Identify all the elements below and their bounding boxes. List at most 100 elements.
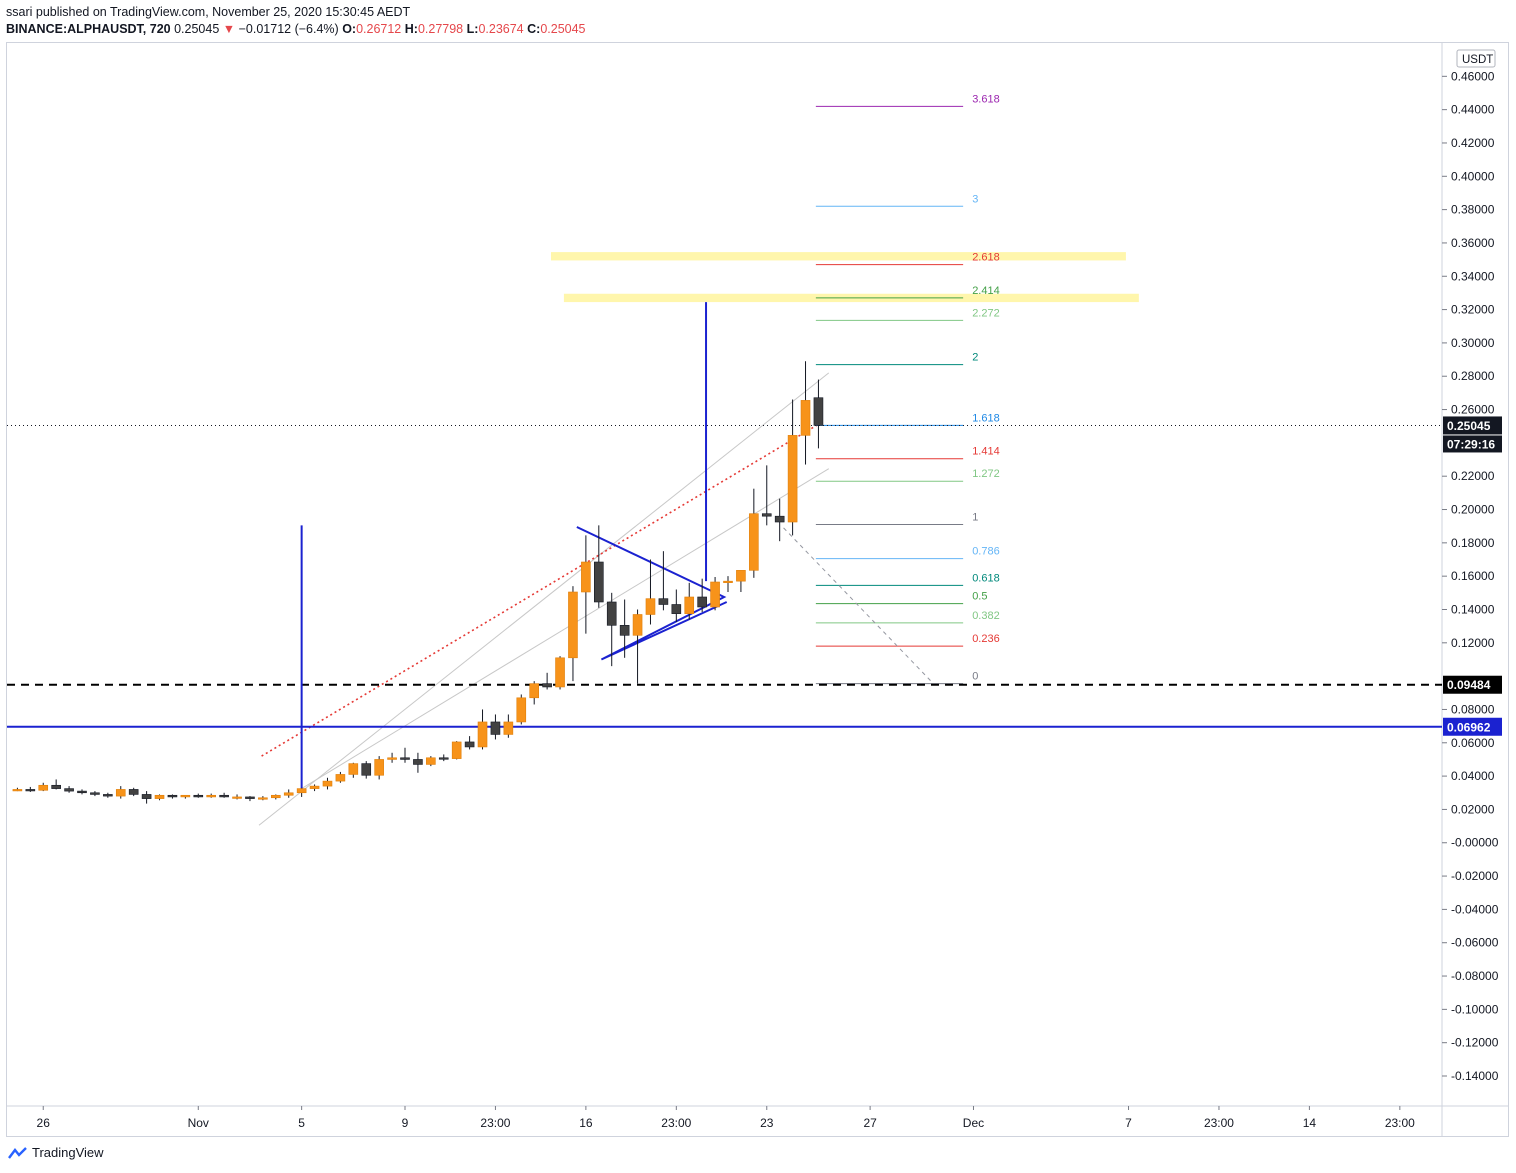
candle-body-up[interactable]	[749, 513, 759, 571]
candle-body-up[interactable]	[348, 763, 359, 775]
candle-body-down[interactable]	[245, 796, 255, 799]
candle-body-down[interactable]	[400, 757, 410, 760]
close-label: C:	[527, 22, 541, 36]
y-tick-label: 0.28000	[1451, 369, 1495, 383]
low-value: 0.23674	[478, 22, 524, 36]
candle-body-down[interactable]	[542, 683, 552, 688]
candle-body-down[interactable]	[813, 397, 824, 426]
low-label: L:	[466, 22, 479, 36]
candle-body-up[interactable]	[296, 788, 307, 794]
last-value: 0.25045	[174, 22, 220, 36]
candle-body-down[interactable]	[697, 596, 707, 608]
candle-body-up[interactable]	[787, 435, 798, 523]
candle-body-down[interactable]	[658, 598, 669, 605]
candle-body-up[interactable]	[322, 780, 333, 787]
candle-body-up[interactable]	[283, 792, 294, 796]
candle-body-up[interactable]	[12, 789, 23, 792]
candle-body-up[interactable]	[645, 598, 656, 615]
high-value: 0.27798	[417, 22, 464, 36]
candle-body-up[interactable]	[309, 785, 320, 789]
candle-body-down[interactable]	[103, 794, 113, 797]
candle-body-up[interactable]	[632, 614, 643, 636]
candle-body-up[interactable]	[451, 741, 462, 759]
candle-body-down[interactable]	[219, 794, 229, 798]
candle-body-down[interactable]	[593, 561, 604, 603]
y-tick-label: 0.06000	[1451, 736, 1495, 750]
candle-body-up[interactable]	[581, 561, 591, 593]
y-tick-label: 0.20000	[1451, 503, 1495, 517]
channel-line[interactable]	[301, 468, 830, 790]
fib-level-label: 2	[972, 352, 978, 364]
x-tick-label: 23:00	[1385, 1116, 1415, 1130]
candle-body-up[interactable]	[38, 784, 49, 791]
candle-body-down[interactable]	[167, 794, 178, 798]
x-tick-label: 23	[760, 1116, 774, 1130]
candle-body-up[interactable]	[374, 759, 384, 776]
candle-body-down[interactable]	[90, 792, 100, 795]
candle-body-down[interactable]	[128, 789, 139, 795]
candle-body-down[interactable]	[761, 513, 772, 517]
candle-body-up[interactable]	[258, 797, 268, 800]
brand-name[interactable]: TradingView	[32, 1145, 104, 1160]
candle-body-up[interactable]	[800, 400, 811, 436]
currency-badge[interactable]	[1456, 49, 1496, 68]
candle-body-up[interactable]	[154, 794, 165, 799]
candle-body-up[interactable]	[555, 657, 565, 688]
fib-level-label: 1.414	[972, 446, 1000, 458]
candle-body-up[interactable]	[335, 774, 346, 782]
y-tick-label: 0.08000	[1451, 702, 1495, 716]
candle-body-down[interactable]	[193, 794, 204, 798]
candle-body-down[interactable]	[438, 757, 449, 760]
y-tick-label: -0.02000	[1451, 869, 1499, 883]
candle-body-down[interactable]	[361, 763, 372, 776]
candle-body-down[interactable]	[606, 601, 617, 626]
y-tick-label: -0.00000	[1451, 836, 1499, 850]
symbol-name: BINANCE:ALPHAUSDT, 720	[6, 22, 171, 36]
candle-body-up[interactable]	[115, 789, 126, 797]
y-tick-label: 0.04000	[1451, 769, 1495, 783]
plot-area[interactable]	[7, 105, 1442, 826]
candle-body-up[interactable]	[684, 596, 695, 614]
y-tick-label: -0.06000	[1451, 936, 1499, 950]
y-tick-label: -0.04000	[1451, 902, 1499, 916]
candle-body-down[interactable]	[413, 759, 423, 765]
candle-body-up[interactable]	[477, 721, 488, 748]
candle-body-up[interactable]	[426, 757, 436, 765]
price-chart[interactable]: 0.46000 0.44000 0.42000 0.40000 0.38000 0.360…	[0, 0, 1516, 1140]
candle-body-down[interactable]	[25, 789, 36, 792]
candle-body-down[interactable]	[464, 741, 475, 748]
channel-median-line[interactable]	[261, 420, 825, 757]
candle-body-up[interactable]	[270, 794, 281, 799]
y-tick-label: 0.44000	[1451, 103, 1495, 117]
candle-body-down[interactable]	[51, 784, 61, 789]
x-tick-label: 16	[579, 1116, 593, 1130]
chart-frame[interactable]	[6, 42, 1509, 1137]
candle-body-down[interactable]	[671, 604, 682, 614]
footer: TradingView	[8, 1145, 104, 1160]
fib-level-label: 2.618	[972, 252, 1000, 264]
candle-body-up[interactable]	[232, 796, 242, 799]
candle-body-up[interactable]	[387, 757, 397, 760]
y-tick-label: 0.46000	[1451, 69, 1495, 83]
highlight-zone[interactable]	[550, 252, 1126, 261]
candle-body-up[interactable]	[736, 570, 746, 582]
candle-body-up[interactable]	[206, 794, 216, 798]
candle-body-up[interactable]	[723, 580, 733, 583]
x-tick-label: Nov	[188, 1116, 209, 1130]
candle-body-up[interactable]	[710, 581, 720, 608]
candle-body-down[interactable]	[774, 515, 785, 523]
channel-line[interactable]	[258, 372, 830, 826]
candle-body-down[interactable]	[77, 790, 87, 794]
candle-body-down[interactable]	[619, 625, 630, 636]
candle-body-down[interactable]	[490, 721, 501, 735]
candle-body-down[interactable]	[64, 788, 74, 792]
candle-body-up[interactable]	[180, 794, 191, 798]
candle-body-up[interactable]	[568, 591, 578, 659]
candle-body-up[interactable]	[516, 697, 527, 723]
candle-body-down[interactable]	[141, 794, 152, 799]
y-tick-label: 0.14000	[1451, 602, 1495, 616]
fib-level-label: 0.382	[972, 610, 1000, 622]
candle-body-up[interactable]	[529, 683, 540, 699]
candle-body-up[interactable]	[503, 721, 514, 735]
fib-trend-line[interactable]	[783, 527, 934, 684]
